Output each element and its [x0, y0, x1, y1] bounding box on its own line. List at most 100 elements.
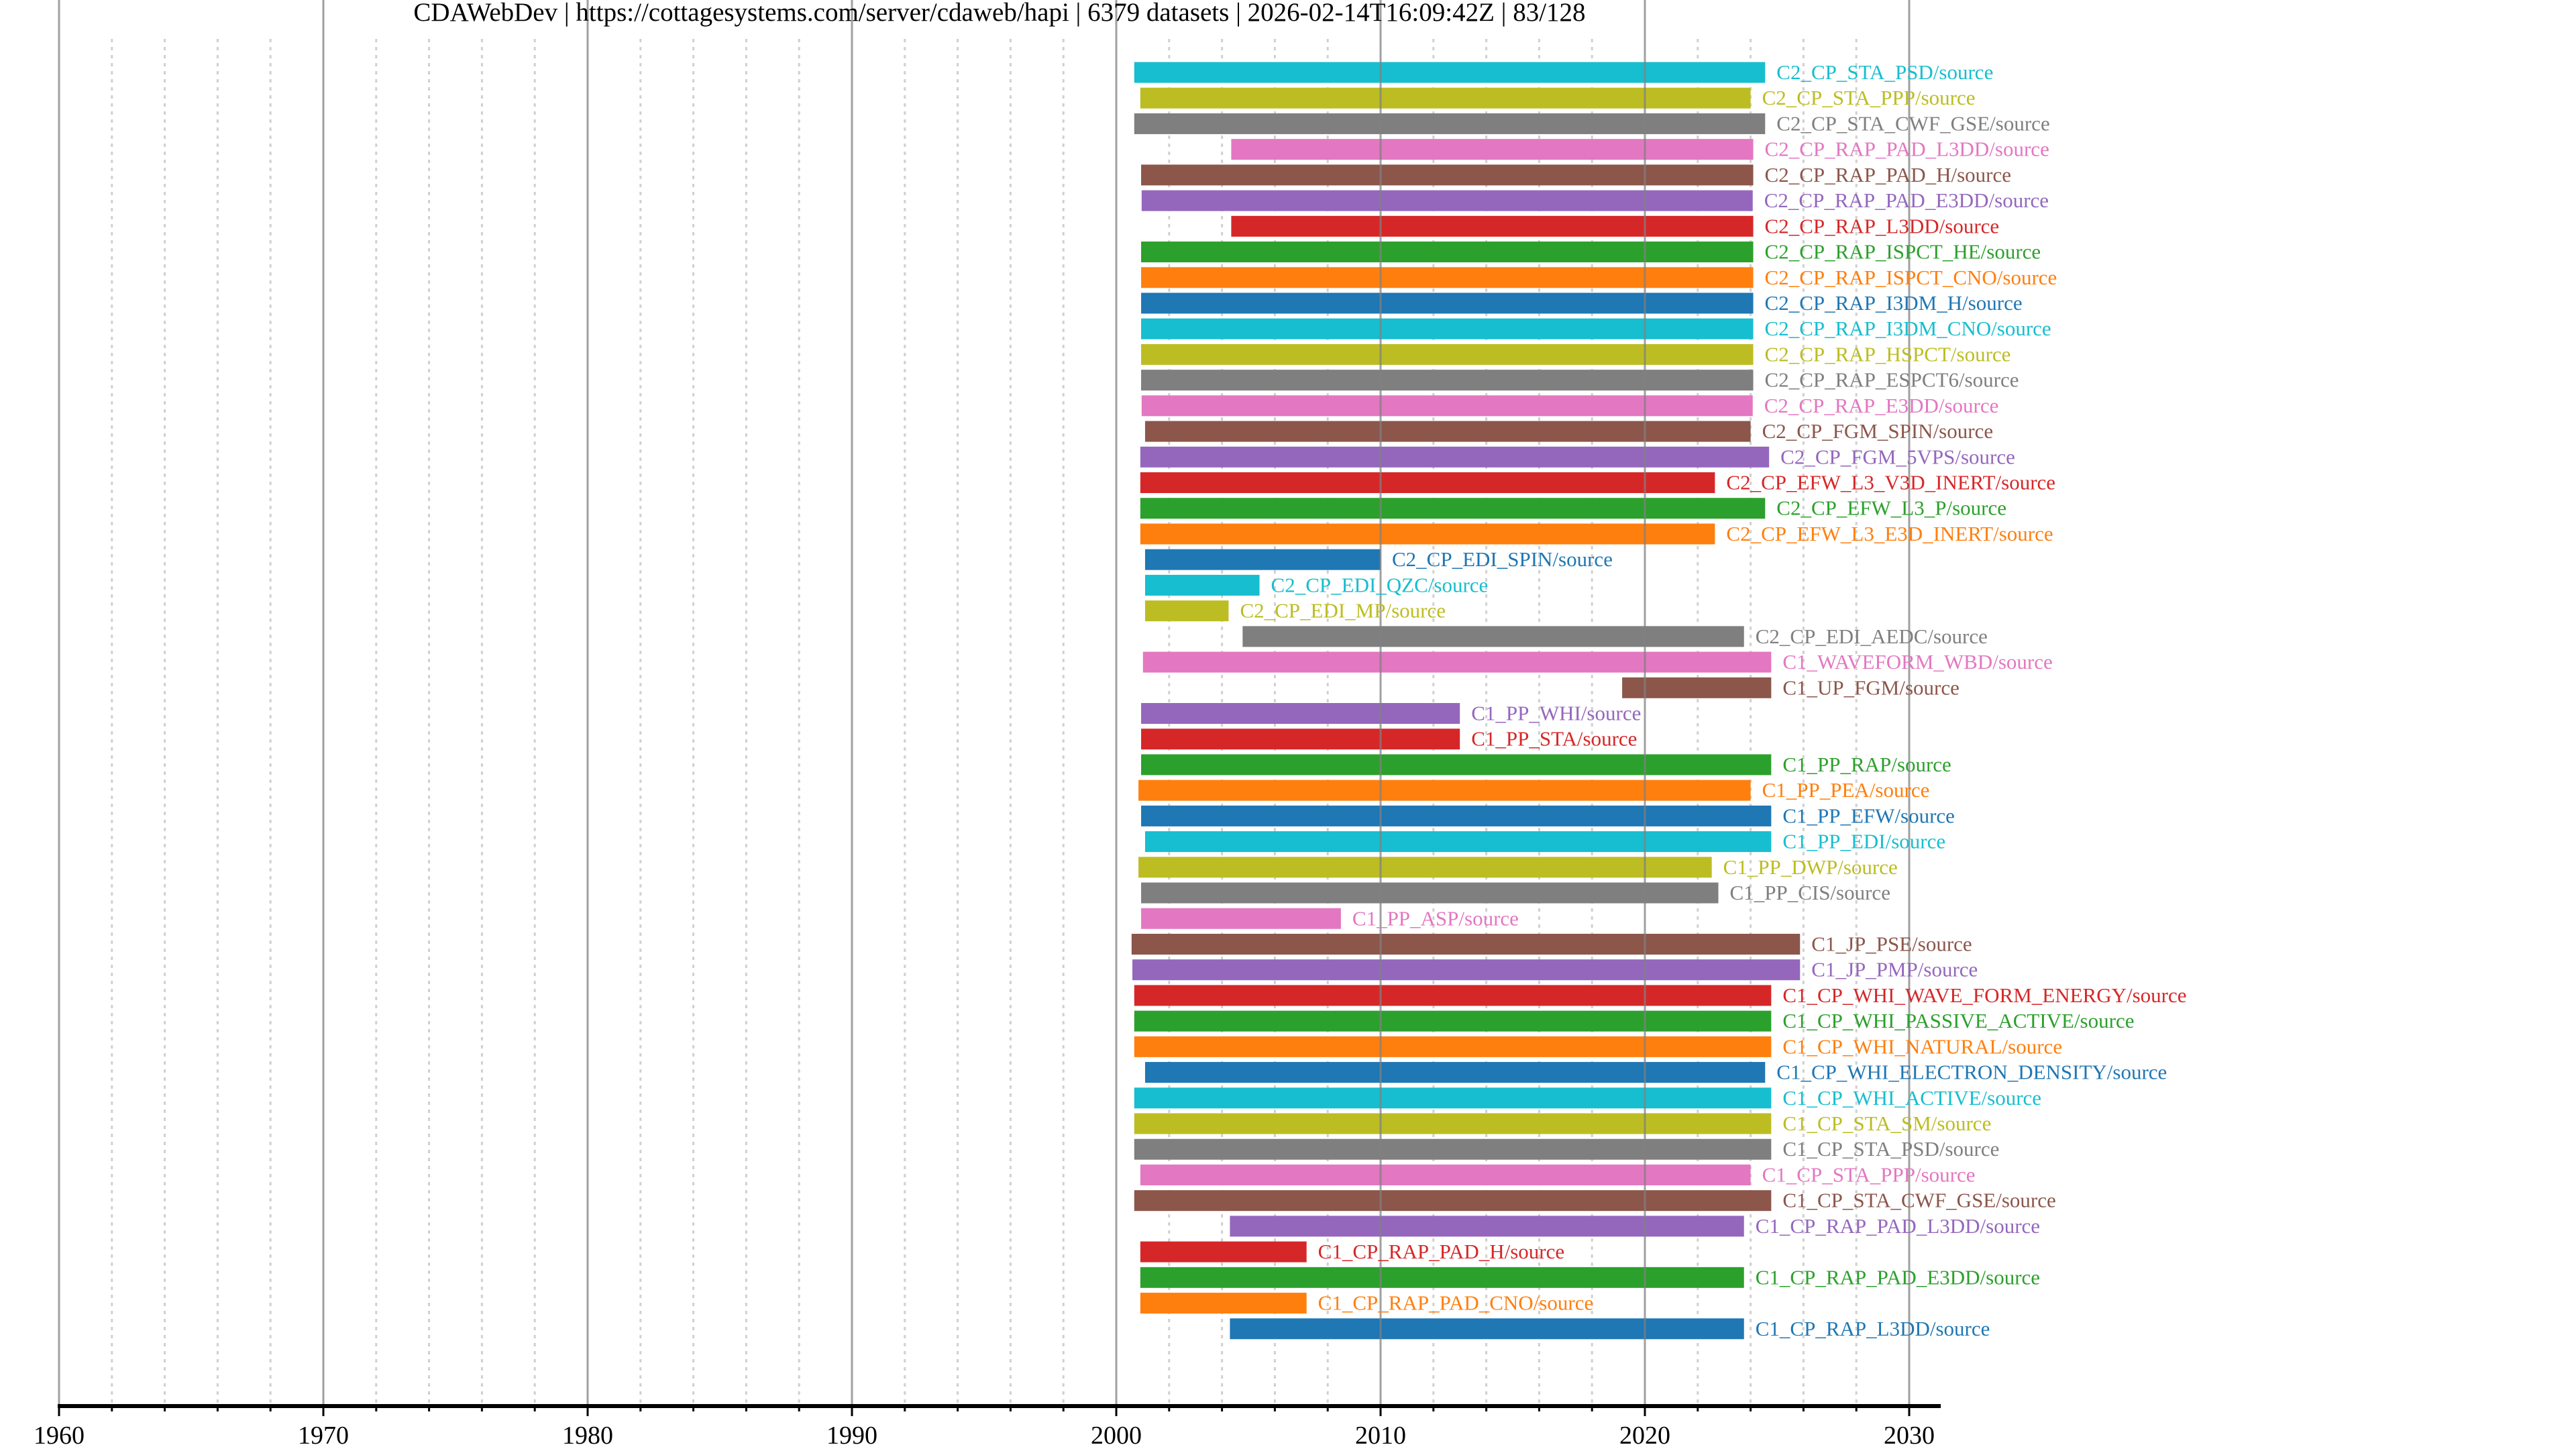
timeline-bar: [1131, 933, 1801, 955]
bar-label: C1_PP_PEA/source: [1762, 778, 1930, 802]
timeline-bar: [1140, 1267, 1744, 1288]
bar-label: C1_CP_WHI_ELECTRON_DENSITY/source: [1776, 1061, 2167, 1084]
bar-label: C1_CP_RAP_PAD_H/source: [1318, 1240, 1564, 1263]
timeline-bar: [1141, 754, 1772, 775]
bar-label: C1_WAVEFORM_WBD/source: [1782, 650, 2052, 674]
bar-label: C2_CP_RAP_L3DD/source: [1765, 214, 2000, 237]
timeline-bar: [1134, 62, 1766, 83]
x-tick-label: 2000: [1091, 1421, 1142, 1449]
timeline-bar: [1134, 1036, 1772, 1057]
bar-label: C1_PP_CIS/source: [1730, 881, 1890, 904]
bar-label: C1_JP_PSE/source: [1811, 932, 1972, 955]
bar-label: C2_CP_RAP_ESPCT6/source: [1765, 368, 2019, 392]
bar-label: C2_CP_EDI_MP/source: [1240, 599, 1446, 623]
timeline-bar: [1230, 1216, 1744, 1237]
bar-label: C1_CP_RAP_L3DD/source: [1756, 1317, 1990, 1340]
timeline-bar: [1144, 574, 1260, 596]
bar-label: C1_CP_STA_SM/source: [1782, 1112, 1991, 1135]
timeline-bar: [1132, 959, 1801, 981]
timeline-bar: [1134, 1010, 1772, 1032]
x-tick-label: 2010: [1355, 1421, 1406, 1449]
bar-label: C2_CP_STA_PSD/source: [1776, 60, 1993, 84]
x-tick-label: 1970: [298, 1421, 349, 1449]
x-tick-label: 1980: [562, 1421, 613, 1449]
bar-label: C2_CP_EDI_QZC/source: [1271, 573, 1489, 596]
bar-label: C1_CP_STA_PSD/source: [1782, 1137, 1999, 1161]
timeline-bar: [1134, 1138, 1772, 1160]
timeline-bar: [1134, 1190, 1772, 1212]
bar-labels: C2_CP_STA_PSD/sourceC2_CP_STA_PPP/source…: [1240, 60, 2186, 1340]
bar-label: C1_UP_FGM/source: [1782, 676, 1960, 699]
bar-label: C1_CP_RAP_PAD_E3DD/source: [1756, 1265, 2040, 1289]
timeline-bar: [1141, 908, 1341, 929]
timeline-bar: [1141, 190, 1753, 211]
timeline-bar: [1140, 1241, 1307, 1263]
bar-label: C2_CP_EFW_L3_P/source: [1776, 496, 2006, 520]
bar-label: C1_CP_STA_CWF_GSE/source: [1782, 1189, 2055, 1212]
bar-label: C1_CP_WHI_ACTIVE/source: [1782, 1086, 2041, 1110]
timeline-bar: [1144, 600, 1229, 622]
bar-label: C2_CP_RAP_E3DD/source: [1764, 394, 1999, 417]
bar-label: C2_CP_RAP_I3DM_H/source: [1765, 291, 2023, 315]
timeline-bar: [1242, 626, 1744, 647]
timeline-bar: [1141, 318, 1754, 339]
bar-label: C2_CP_RAP_PAD_L3DD/source: [1765, 138, 2049, 161]
x-tick-label: 1960: [34, 1421, 85, 1449]
timeline-bar: [1141, 805, 1772, 826]
timeline-bar: [1140, 472, 1715, 494]
timeline-bar: [1134, 985, 1772, 1006]
x-tick-label: 1990: [826, 1421, 877, 1449]
timeline-bar: [1141, 882, 1719, 904]
timeline-bar: [1231, 139, 1754, 160]
timeline-bar: [1144, 421, 1751, 442]
bar-label: C1_PP_EFW/source: [1782, 804, 1955, 827]
timeline-bar: [1231, 215, 1754, 237]
bar-label: C2_CP_RAP_PAD_H/source: [1765, 163, 2011, 186]
bar-label: C1_CP_WHI_PASSIVE_ACTIVE/source: [1782, 1009, 2134, 1032]
timeline-bar: [1141, 395, 1753, 417]
timeline-bar: [1144, 831, 1772, 853]
timeline-bar: [1134, 113, 1766, 134]
timeline-bar: [1141, 292, 1754, 314]
bar-label: C1_JP_PMP/source: [1811, 958, 1978, 981]
timeline-bar: [1141, 164, 1754, 186]
bar-label: C2_CP_RAP_ISPCT_CNO/source: [1765, 266, 2057, 289]
timeline-bar: [1140, 1164, 1751, 1185]
bar-label: C2_CP_EFW_L3_V3D_INERT/source: [1726, 471, 2055, 494]
bar-label: C2_CP_RAP_HSPCT/source: [1765, 342, 2011, 366]
bar-label: C1_CP_WHI_WAVE_FORM_ENERGY/source: [1782, 983, 2186, 1007]
bar-label: C2_CP_EFW_L3_E3D_INERT/source: [1726, 522, 2053, 545]
bar-label: C1_PP_RAP/source: [1782, 753, 1951, 776]
bar-label: C2_CP_RAP_PAD_E3DD/source: [1764, 189, 2049, 212]
timeline-bar: [1141, 729, 1460, 750]
timeline-bar: [1141, 343, 1754, 365]
bar-label: C2_CP_EDI_SPIN/source: [1392, 547, 1613, 571]
timeline-bar: [1141, 241, 1754, 263]
timeline-bar: [1141, 370, 1754, 391]
timeline-bar: [1230, 1318, 1744, 1340]
x-tick-label: 2020: [1619, 1421, 1670, 1449]
bar-label: C1_PP_STA/source: [1471, 727, 1637, 751]
timeline-bar: [1140, 87, 1751, 109]
x-tick-label: 2030: [1884, 1421, 1935, 1449]
bar-label: C1_PP_WHI/source: [1471, 702, 1641, 725]
timeline-bar: [1138, 857, 1712, 878]
bar-label: C1_CP_STA_PPP/source: [1762, 1163, 1976, 1186]
bar-label: C2_CP_RAP_ISPCT_HE/source: [1765, 240, 2041, 264]
bar-label: C1_CP_WHI_NATURAL/source: [1782, 1034, 2062, 1058]
timeline-bar: [1138, 780, 1751, 801]
grid: [111, 39, 1858, 1406]
bar-label: C2_CP_RAP_I3DM_CNO/source: [1765, 317, 2051, 340]
timeline-bar: [1141, 703, 1460, 724]
bar-label: C1_PP_DWP/source: [1723, 855, 1898, 879]
x-axis: 1960 1970 1980 1990 2000 2010 2020 2030: [34, 1404, 1941, 1449]
major-grid: [58, 0, 1911, 1406]
bar-label: C1_CP_RAP_PAD_L3DD/source: [1756, 1214, 2040, 1238]
timeline-bar: [1140, 498, 1766, 519]
timeline-bar: [1134, 1113, 1772, 1134]
timeline-bar: [1141, 267, 1754, 288]
bar-label: C1_PP_EDI/source: [1782, 830, 1945, 853]
timeline-bar: [1140, 446, 1770, 468]
bar-label: C2_CP_FGM_5VPS/source: [1780, 445, 2015, 468]
